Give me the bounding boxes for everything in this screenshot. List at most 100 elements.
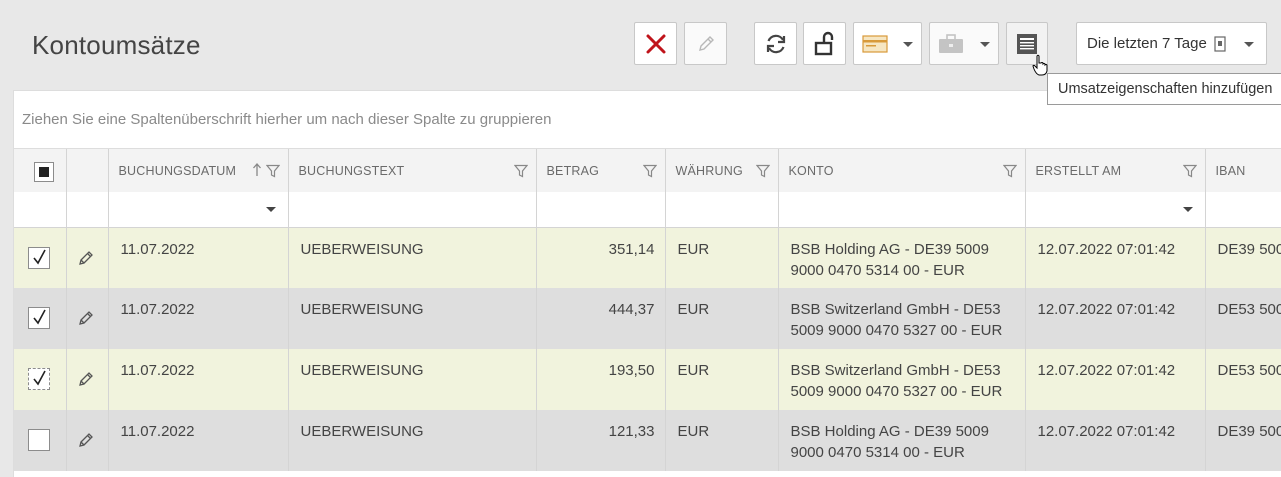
pencil-icon[interactable]: [78, 370, 95, 387]
table-row[interactable]: 11.07.2022 UEBERWEISUNG 193,50 EUR BSB S…: [14, 349, 1281, 410]
column-header-betrag[interactable]: BETRAG: [536, 149, 666, 192]
row-edit-cell: [66, 410, 109, 471]
filter-icon[interactable]: [265, 164, 280, 178]
page-title: Kontoumsätze: [32, 30, 201, 60]
cell-betrag: 351,14: [536, 227, 666, 288]
payment-menu[interactable]: [853, 22, 922, 65]
checkmark-icon: [33, 249, 46, 264]
cell-buchungstext: UEBERWEISUNG: [288, 288, 537, 349]
column-header-erstellt-am[interactable]: ERSTELLT AM: [1025, 149, 1206, 192]
filter-cell: [14, 192, 67, 228]
pencil-icon[interactable]: [78, 249, 95, 266]
checkmark-icon: [33, 370, 46, 386]
row-edit-cell: [66, 227, 109, 288]
business-menu[interactable]: [929, 22, 999, 65]
form-icon: [1017, 33, 1037, 54]
add-properties-button[interactable]: [1006, 22, 1048, 65]
transactions-grid: BUCHUNGSDATUM BUCHUNGSTEXT BETRAG WÄHRUN…: [13, 149, 1281, 477]
delete-button[interactable]: [634, 22, 677, 65]
cell-buchungsdatum: 11.07.2022: [108, 227, 289, 288]
column-header-waehrung[interactable]: WÄHRUNG: [665, 149, 779, 192]
date-range-value: Die letzten 7 Tage: [1087, 35, 1207, 52]
filter-konto[interactable]: [778, 192, 1026, 228]
cell-konto: BSB Switzerland GmbH - DE53 5009 9000 04…: [778, 288, 1026, 349]
unlock-button[interactable]: [803, 22, 846, 65]
table-row[interactable]: 11.07.2022 UEBERWEISUNG 121,33 EUR BSB H…: [14, 410, 1281, 471]
chevron-down-icon[interactable]: [1182, 207, 1193, 212]
select-all-cell: [14, 149, 67, 192]
row-select-cell: [14, 288, 67, 349]
close-icon: [646, 34, 665, 53]
select-all-checkbox[interactable]: [34, 162, 54, 182]
hand-cursor-icon: [1032, 54, 1048, 76]
row-select-cell: [14, 227, 67, 288]
briefcase-icon: [939, 33, 963, 53]
edit-button[interactable]: [684, 22, 727, 65]
chevron-down-icon: [1244, 42, 1254, 47]
card-icon: [862, 34, 888, 53]
row-select-cell: [14, 410, 67, 471]
column-header-buchungstext[interactable]: BUCHUNGSTEXT: [288, 149, 537, 192]
filter-icon[interactable]: [1002, 164, 1017, 178]
cell-erstellt-am: 12.07.2022 07:01:42: [1025, 288, 1206, 349]
cell-buchungsdatum: 11.07.2022: [108, 349, 289, 410]
cell-waehrung: EUR: [665, 227, 779, 288]
pencil-icon: [698, 35, 714, 51]
sort-asc-icon[interactable]: [252, 163, 262, 177]
cell-buchungstext: UEBERWEISUNG: [288, 410, 537, 471]
column-header-konto[interactable]: KONTO: [778, 149, 1026, 192]
row-select-cell: [14, 349, 67, 410]
filter-iban[interactable]: [1205, 192, 1281, 228]
cell-konto: BSB Holding AG - DE39 5009 9000 0470 531…: [778, 410, 1026, 471]
filter-buchungsdatum[interactable]: [108, 192, 289, 228]
cell-iban: DE53 500: [1205, 288, 1281, 349]
chevron-down-icon[interactable]: [265, 207, 276, 212]
cell-betrag: 121,33: [536, 410, 666, 471]
column-header-iban[interactable]: IBAN: [1205, 149, 1281, 192]
filter-row: [14, 192, 1281, 228]
date-range-select[interactable]: Die letzten 7 Tage: [1076, 22, 1267, 65]
calendar-icon: [1214, 35, 1226, 52]
cell-iban: DE39 500: [1205, 227, 1281, 288]
cell-konto: BSB Holding AG - DE39 5009 9000 0470 531…: [778, 227, 1026, 288]
filter-buchungstext[interactable]: [288, 192, 537, 228]
edit-column-header: [66, 149, 109, 192]
cell-konto: BSB Switzerland GmbH - DE53 5009 9000 04…: [778, 349, 1026, 410]
row-checkbox[interactable]: [28, 368, 50, 390]
filter-icon[interactable]: [513, 164, 528, 178]
row-edit-cell: [66, 349, 109, 410]
unlock-icon: [814, 31, 833, 55]
filter-cell: [66, 192, 109, 228]
cell-buchungsdatum: 11.07.2022: [108, 288, 289, 349]
filter-icon[interactable]: [755, 164, 770, 178]
cell-waehrung: EUR: [665, 288, 779, 349]
filter-betrag[interactable]: [536, 192, 666, 228]
cell-erstellt-am: 12.07.2022 07:01:42: [1025, 410, 1206, 471]
table-row[interactable]: 11.07.2022 UEBERWEISUNG 444,37 EUR BSB S…: [14, 288, 1281, 349]
cell-betrag: 193,50: [536, 349, 666, 410]
refresh-button[interactable]: [754, 22, 797, 65]
cell-waehrung: EUR: [665, 349, 779, 410]
row-edit-cell: [66, 288, 109, 349]
cell-buchungstext: UEBERWEISUNG: [288, 349, 537, 410]
pencil-icon[interactable]: [78, 431, 95, 448]
filter-waehrung[interactable]: [665, 192, 779, 228]
filter-icon[interactable]: [1182, 164, 1197, 178]
chevron-down-icon: [903, 42, 913, 47]
row-checkbox[interactable]: [28, 307, 50, 329]
checkmark-icon: [33, 309, 46, 325]
cell-iban: DE53 500: [1205, 349, 1281, 410]
tooltip: Umsatzeigenschaften hinzufügen: [1047, 73, 1281, 105]
row-checkbox[interactable]: [28, 429, 50, 451]
cell-waehrung: EUR: [665, 410, 779, 471]
filter-icon[interactable]: [642, 164, 657, 178]
header-row: BUCHUNGSDATUM BUCHUNGSTEXT BETRAG WÄHRUN…: [14, 149, 1281, 192]
column-header-buchungsdatum[interactable]: BUCHUNGSDATUM: [108, 149, 289, 192]
chevron-down-icon: [980, 42, 990, 47]
row-checkbox[interactable]: [28, 246, 50, 269]
table-row[interactable]: 11.07.2022 UEBERWEISUNG 351,14 EUR BSB H…: [14, 227, 1281, 288]
filter-erstellt-am[interactable]: [1025, 192, 1206, 228]
pencil-icon[interactable]: [78, 309, 95, 326]
cell-iban: DE39 500: [1205, 410, 1281, 471]
cell-betrag: 444,37: [536, 288, 666, 349]
